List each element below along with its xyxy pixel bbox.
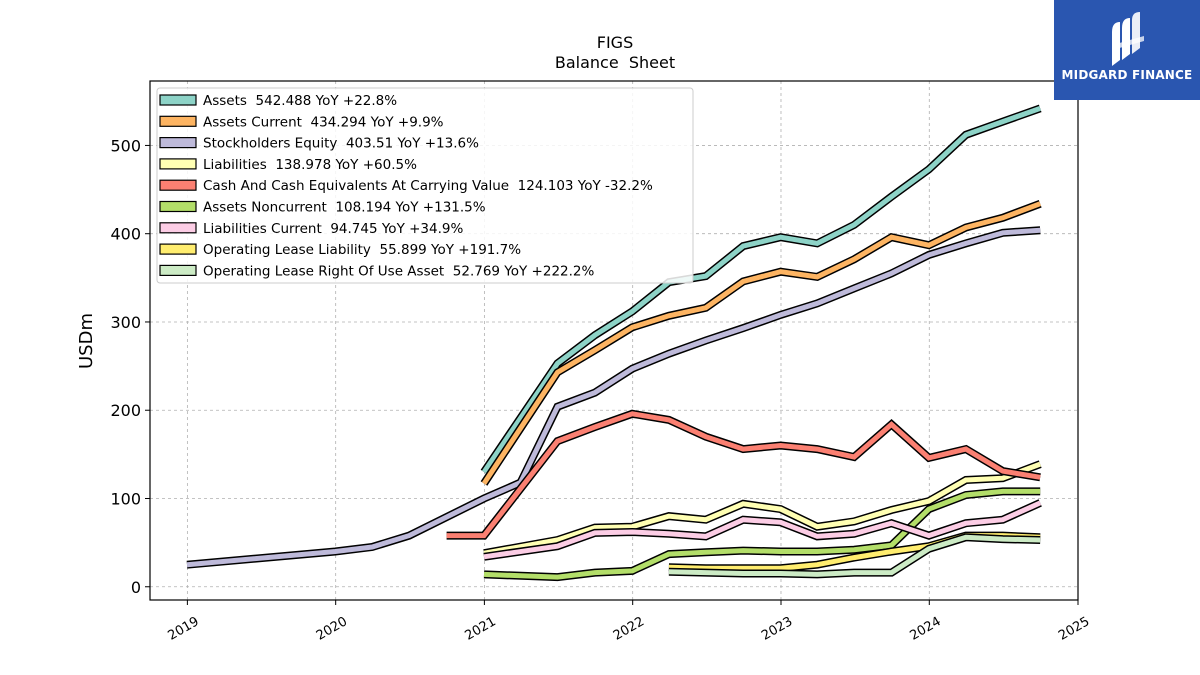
series-line-3 bbox=[483, 460, 1042, 558]
series-core bbox=[668, 534, 1041, 577]
y-tick-label: 400 bbox=[110, 225, 141, 244]
y-tick-label: 300 bbox=[110, 313, 141, 332]
legend-entry: Assets Noncurrent 108.194 YoY +131.5% bbox=[159, 200, 486, 216]
y-axis-label: USDm bbox=[76, 313, 97, 369]
legend-label: Operating Lease Liability 55.899 YoY +19… bbox=[203, 242, 521, 258]
legend-label: Operating Lease Right Of Use Asset 52.76… bbox=[203, 263, 595, 279]
chart-subtitle: Balance Sheet bbox=[555, 53, 675, 72]
legend-label: Assets Noncurrent 108.194 YoY +131.5% bbox=[203, 200, 486, 216]
series-core bbox=[481, 201, 1042, 485]
legend: Assets 542.488 YoY +22.8% Assets Current … bbox=[156, 87, 694, 284]
plot-area-frame bbox=[149, 80, 1079, 601]
x-tick-label: 2022 bbox=[611, 614, 647, 644]
legend-box bbox=[156, 87, 694, 284]
series-line-4 bbox=[446, 409, 1041, 540]
legend-label: Cash And Cash Equivalents At Carrying Va… bbox=[203, 178, 653, 194]
series-line-0 bbox=[480, 104, 1042, 475]
legend-swatch bbox=[159, 158, 197, 170]
legend-swatch bbox=[159, 243, 197, 255]
x-tick-label: 2020 bbox=[314, 614, 350, 644]
legend-swatch bbox=[159, 264, 197, 276]
series-core bbox=[483, 500, 1042, 560]
y-tick-label: 100 bbox=[110, 489, 141, 508]
legend-swatch bbox=[159, 200, 197, 213]
series-line-1 bbox=[480, 199, 1042, 486]
legend-swatch bbox=[159, 137, 197, 149]
logo-text: MIDGARD FINANCE bbox=[1061, 68, 1193, 82]
midgard-finance-logo: MIDGARD FINANCE bbox=[1054, 0, 1200, 100]
legend-entry: Liabilities 138.978 YoY +60.5% bbox=[159, 157, 417, 173]
series-line-6 bbox=[483, 499, 1042, 561]
legend-entry: Stockholders Equity 403.51 YoY +13.6% bbox=[159, 136, 479, 152]
legend-label: Stockholders Equity 403.51 YoY +13.6% bbox=[203, 136, 479, 152]
legend-entry: Assets Current 434.294 YoY +9.9% bbox=[159, 114, 444, 130]
series-line-2 bbox=[186, 226, 1041, 569]
legend-entry: Cash And Cash Equivalents At Carrying Va… bbox=[159, 178, 653, 194]
series-line-8 bbox=[668, 533, 1041, 579]
legend-label: Assets 542.488 YoY +22.8% bbox=[203, 93, 397, 109]
legend-entry: Assets 542.488 YoY +22.8% bbox=[159, 93, 397, 109]
legend-entry: Operating Lease Liability 55.899 YoY +19… bbox=[159, 242, 521, 258]
y-tick-label: 500 bbox=[110, 136, 141, 155]
series-core bbox=[483, 461, 1042, 556]
y-tick-label: 0 bbox=[131, 578, 141, 597]
x-tick-label: 2025 bbox=[1056, 614, 1092, 644]
legend-swatch bbox=[159, 115, 197, 127]
series-core bbox=[483, 488, 1041, 580]
legend-swatch bbox=[159, 179, 197, 191]
chart-title: FIGS bbox=[597, 33, 633, 52]
series-lines bbox=[186, 104, 1042, 582]
legend-entry: Liabilities Current 94.745 YoY +34.9% bbox=[159, 221, 463, 237]
x-tick-label: 2024 bbox=[907, 614, 943, 644]
x-tick-label: 2021 bbox=[463, 614, 499, 644]
legend-swatch bbox=[159, 222, 197, 234]
legend-label: Assets Current 434.294 YoY +9.9% bbox=[203, 114, 444, 130]
series-core bbox=[186, 227, 1041, 568]
legend-label: Liabilities Current 94.745 YoY +34.9% bbox=[203, 221, 463, 237]
x-tick-label: 2023 bbox=[759, 614, 795, 644]
legend-entry: Operating Lease Right Of Use Asset 52.76… bbox=[159, 263, 595, 279]
x-tick-label: 2019 bbox=[166, 614, 202, 644]
legend-label: Liabilities 138.978 YoY +60.5% bbox=[203, 157, 417, 173]
y-tick-label: 200 bbox=[110, 401, 141, 420]
series-core bbox=[481, 106, 1042, 474]
series-line-5 bbox=[483, 487, 1041, 582]
midgard-logo-icon bbox=[1112, 12, 1144, 66]
series-core bbox=[446, 411, 1041, 539]
legend-swatch bbox=[159, 94, 197, 106]
